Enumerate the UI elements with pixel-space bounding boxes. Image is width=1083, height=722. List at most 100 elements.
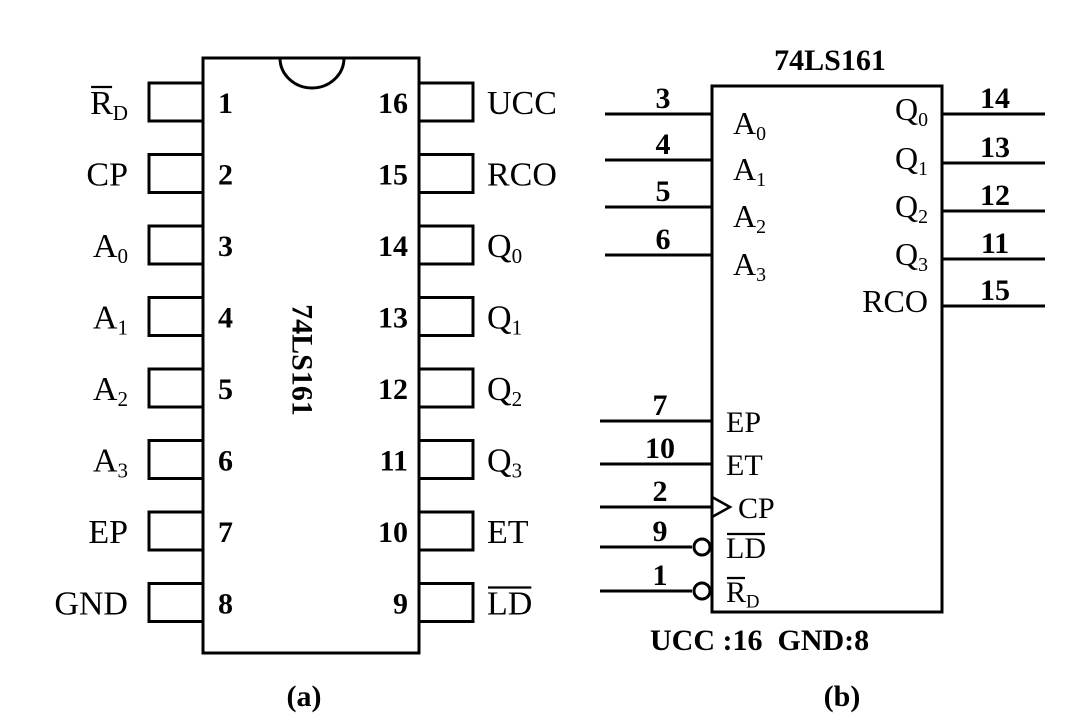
output-label-main: Q [895, 188, 918, 224]
pin-label: RCO [487, 157, 557, 194]
output-label-main: Q [895, 91, 918, 127]
pin-label-main: CP [86, 157, 128, 194]
pin-label-main: Q [487, 228, 512, 265]
pin-label-main: RCO [487, 157, 557, 194]
pin-label-main: A [93, 443, 118, 480]
pin-number: 10 [645, 432, 675, 465]
pin-label-main: EP [88, 514, 128, 551]
input-label: A3 [733, 246, 766, 286]
pin-number: 14 [378, 230, 408, 263]
pin-label: EP [88, 514, 128, 551]
symbol-title: 74LS161 [774, 44, 886, 77]
input-label-main: EP [726, 406, 761, 439]
pin-label-subscript: 2 [117, 387, 128, 411]
pin-number: 11 [981, 227, 1009, 260]
output-label-main: RCO [862, 283, 928, 319]
inversion-bubble [692, 537, 712, 557]
input-label: A2 [733, 198, 766, 238]
pin-number: 8 [218, 588, 233, 621]
input-label-subscript: 2 [756, 216, 766, 238]
pin-label-subscript: 1 [512, 316, 523, 340]
pin-label: ET [487, 514, 529, 551]
pin-label: RD [90, 85, 128, 125]
pin-label-main: UCC [487, 85, 557, 122]
input-label-main: A [733, 151, 756, 187]
pin-number: 15 [980, 274, 1010, 307]
pin-lead [147, 582, 203, 623]
pin-label: LD [487, 586, 532, 623]
pin-lead [147, 510, 203, 552]
pin-number: 5 [218, 373, 233, 406]
pin-number: 2 [653, 475, 668, 508]
pin-label-subscript: D [113, 101, 128, 125]
pin-label-main: A [93, 228, 118, 265]
clock-triangle [711, 495, 733, 519]
pin-lead [419, 582, 475, 623]
input-label: A0 [733, 105, 766, 145]
input-label: ET [726, 449, 763, 482]
pin-number: 13 [378, 302, 408, 335]
pin-lead [419, 510, 475, 552]
pin-number: 15 [378, 159, 408, 192]
pin-label-main: GND [54, 586, 128, 623]
pin-label-subscript: 3 [512, 459, 523, 483]
pin-lead [147, 296, 203, 337]
input-label: CP [738, 492, 775, 525]
pin-lead [147, 81, 203, 123]
pin-number: 5 [656, 175, 671, 208]
pin-label: UCC [487, 85, 557, 122]
pin-number: 4 [656, 128, 671, 161]
pin-label-subscript: 3 [117, 459, 128, 483]
pin-number: 16 [378, 87, 408, 120]
pin-number: 9 [393, 588, 408, 621]
chip-notch [278, 57, 346, 90]
pin-label: Q1 [487, 300, 522, 340]
pin-label: CP [86, 157, 128, 194]
pin-lead [419, 153, 475, 194]
pin-number: 3 [656, 82, 671, 115]
pin-lead [147, 439, 203, 480]
pin-lead [147, 224, 203, 266]
control-inputs: 7 EP 10 ET 2 CP 9 LD 1 RD [600, 389, 775, 612]
pin-number: 1 [218, 87, 233, 120]
caption-a: (a) [287, 680, 322, 713]
pin-number: 12 [378, 373, 408, 406]
input-label-subscript: 0 [756, 123, 766, 145]
output-label-subscript: 1 [918, 158, 928, 180]
pin-number: 1 [653, 559, 668, 592]
pin-number: 7 [218, 516, 233, 549]
pin-lead [419, 224, 475, 266]
power-note: UCC :16 GND:8 [650, 624, 869, 657]
pin-number: 14 [980, 82, 1010, 115]
pin-label-main: Q [487, 443, 512, 480]
pin-number: 2 [218, 159, 233, 192]
pin-number: 12 [980, 179, 1010, 212]
input-label: LD [726, 532, 766, 565]
pin-label-main: ET [487, 514, 529, 551]
input-label: RD [726, 576, 759, 612]
pin-number: 13 [980, 131, 1010, 164]
inversion-bubble [692, 581, 712, 601]
pin-lead [419, 439, 475, 480]
pin-label: A1 [93, 300, 128, 340]
pin-number: 10 [378, 516, 408, 549]
pin-lead [147, 367, 203, 409]
pin-number: 4 [218, 302, 233, 335]
input-label-subscript: 1 [756, 169, 766, 191]
pin-label: Q0 [487, 228, 522, 268]
pin-number: 3 [218, 230, 233, 263]
pin-label: A2 [93, 371, 128, 411]
input-label-main: R [726, 576, 746, 609]
pin-label: A3 [93, 443, 128, 483]
pin-number: 6 [218, 445, 233, 478]
pin-label-main: A [93, 300, 118, 337]
pin-label-main: Q [487, 300, 512, 337]
output-label: Q3 [895, 236, 928, 276]
pin-number: 9 [653, 515, 668, 548]
pin-label-main: Q [487, 371, 512, 408]
input-label-main: A [733, 246, 756, 282]
